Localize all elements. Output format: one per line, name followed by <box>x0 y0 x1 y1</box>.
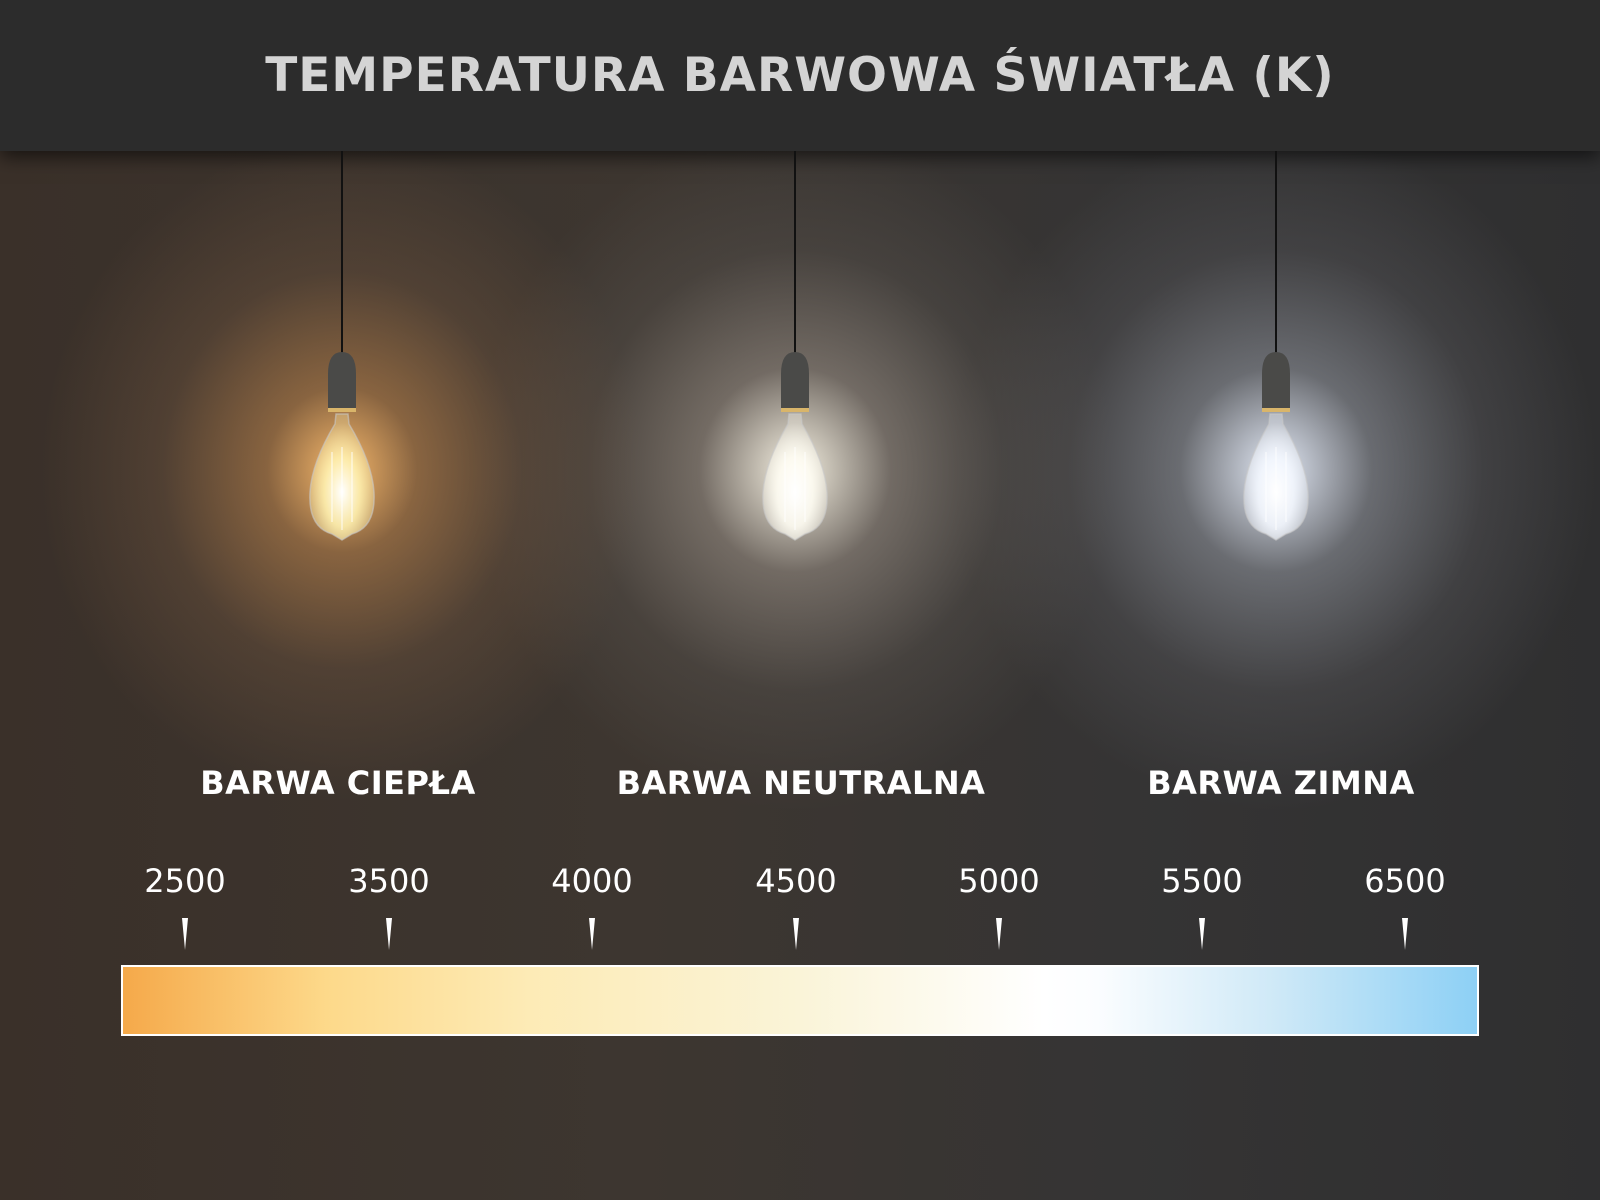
cord-cold <box>1275 151 1277 356</box>
tick-marker <box>996 918 1002 950</box>
header-bar: TEMPERATURA BARWOWA ŚWIATŁA (K) <box>0 0 1600 151</box>
category-warm-label: BARWA CIEPŁA <box>200 764 476 802</box>
tick-marker <box>182 918 188 950</box>
page-title: TEMPERATURA BARWOWA ŚWIATŁA (K) <box>265 48 1335 103</box>
tick-marker <box>1402 918 1408 950</box>
tick-label: 4000 <box>551 862 633 900</box>
category-neutral-label: BARWA NEUTRALNA <box>616 764 986 802</box>
tick-marker <box>589 918 595 950</box>
category-cold-label: BARWA ZIMNA <box>1147 764 1415 802</box>
cord-warm <box>341 151 343 356</box>
tick-label: 4500 <box>755 862 837 900</box>
color-temperature-scale-bar <box>121 965 1479 1036</box>
tick-label: 6500 <box>1364 862 1446 900</box>
tick-label: 3500 <box>348 862 430 900</box>
tick-marker <box>793 918 799 950</box>
tick-label: 5500 <box>1161 862 1243 900</box>
tick-marker <box>386 918 392 950</box>
light-bulb-neutral-icon <box>755 352 835 542</box>
cord-neutral <box>794 151 796 356</box>
tick-label: 2500 <box>144 862 226 900</box>
light-bulb-warm-icon <box>302 352 382 542</box>
light-bulb-cold-icon <box>1236 352 1316 542</box>
tick-label: 5000 <box>958 862 1040 900</box>
tick-marker <box>1199 918 1205 950</box>
